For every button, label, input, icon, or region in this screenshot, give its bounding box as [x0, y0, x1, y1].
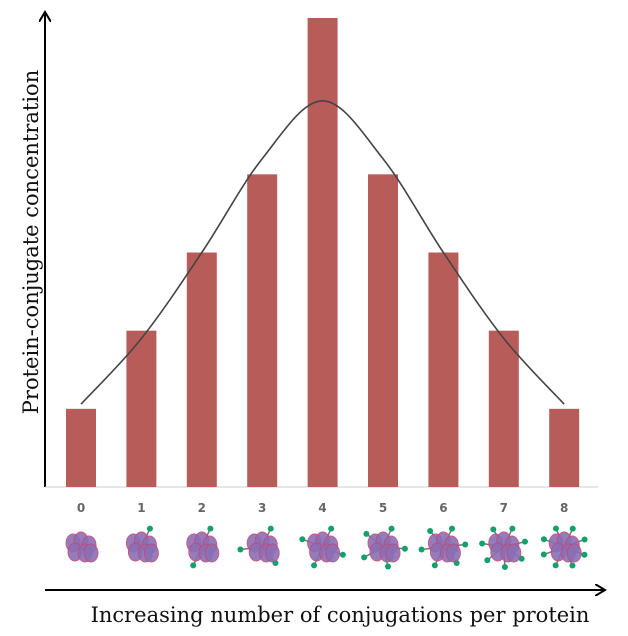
protein-icon — [237, 526, 279, 566]
conjugate — [569, 563, 575, 569]
conjugate — [479, 541, 485, 547]
bar — [187, 253, 217, 488]
protein-icon — [187, 526, 219, 569]
bar — [247, 174, 277, 487]
conjugate — [237, 546, 243, 552]
y-axis-title: Protein-conjugate concentration — [19, 70, 43, 414]
x-axis-title: Increasing number of conjugations per pr… — [91, 603, 590, 627]
protein-blob — [265, 544, 279, 562]
x-tick-label: 5 — [379, 501, 387, 515]
protein-blob — [205, 544, 219, 562]
bar — [308, 18, 338, 487]
conjugate — [311, 562, 317, 568]
bar — [126, 331, 156, 487]
protein-blob — [144, 544, 158, 562]
bar — [368, 174, 398, 487]
conjugate — [147, 526, 153, 532]
conjugate — [541, 536, 547, 542]
chart: Increasing number of conjugations per pr… — [0, 0, 628, 636]
conjugate — [389, 526, 395, 532]
x-tick-label: 0 — [77, 501, 85, 515]
protein-icon — [361, 526, 408, 570]
conjugate — [328, 526, 334, 532]
conjugate — [490, 526, 496, 532]
x-tick-label: 4 — [318, 501, 326, 515]
conjugate — [582, 536, 588, 542]
x-tick-label: 2 — [198, 501, 206, 515]
bar — [66, 409, 96, 487]
conjugate — [385, 563, 391, 569]
protein-icon — [479, 526, 528, 570]
conjugate — [553, 562, 559, 568]
protein-icon — [299, 526, 346, 569]
conjugate — [522, 539, 528, 545]
conjugate — [427, 528, 433, 534]
protein-blob — [567, 544, 581, 562]
protein-icon — [126, 526, 158, 562]
conjugate — [509, 526, 515, 532]
conjugate — [402, 546, 408, 552]
conjugate — [502, 564, 508, 570]
conjugate — [361, 554, 367, 560]
conjugate — [207, 526, 213, 532]
conjugate — [432, 562, 438, 568]
conjugate — [299, 536, 305, 542]
protein-blob — [507, 544, 521, 562]
protein-icon — [541, 525, 588, 568]
conjugate — [484, 557, 490, 563]
conjugate — [340, 552, 346, 558]
x-tick-label: 8 — [560, 501, 568, 515]
protein-blob — [446, 544, 460, 562]
conjugate — [449, 526, 455, 532]
protein-blob — [84, 544, 98, 562]
bar — [549, 409, 579, 487]
x-tick-label: 7 — [500, 501, 508, 515]
conjugate — [363, 531, 369, 537]
conjugate — [462, 542, 468, 548]
protein-icon — [419, 526, 469, 569]
x-tick-label: 3 — [258, 501, 266, 515]
bar — [489, 331, 519, 487]
bar — [428, 253, 458, 488]
conjugate — [570, 526, 576, 532]
conjugate — [541, 552, 547, 558]
protein-blob — [326, 544, 340, 562]
conjugate — [268, 526, 274, 532]
protein-blob — [386, 544, 400, 562]
conjugate — [581, 552, 587, 558]
x-tick-label: 1 — [137, 501, 145, 515]
conjugate — [419, 546, 425, 552]
x-tick-label: 6 — [439, 501, 447, 515]
conjugate — [190, 562, 196, 568]
protein-icon — [66, 532, 98, 562]
conjugate — [553, 525, 559, 531]
